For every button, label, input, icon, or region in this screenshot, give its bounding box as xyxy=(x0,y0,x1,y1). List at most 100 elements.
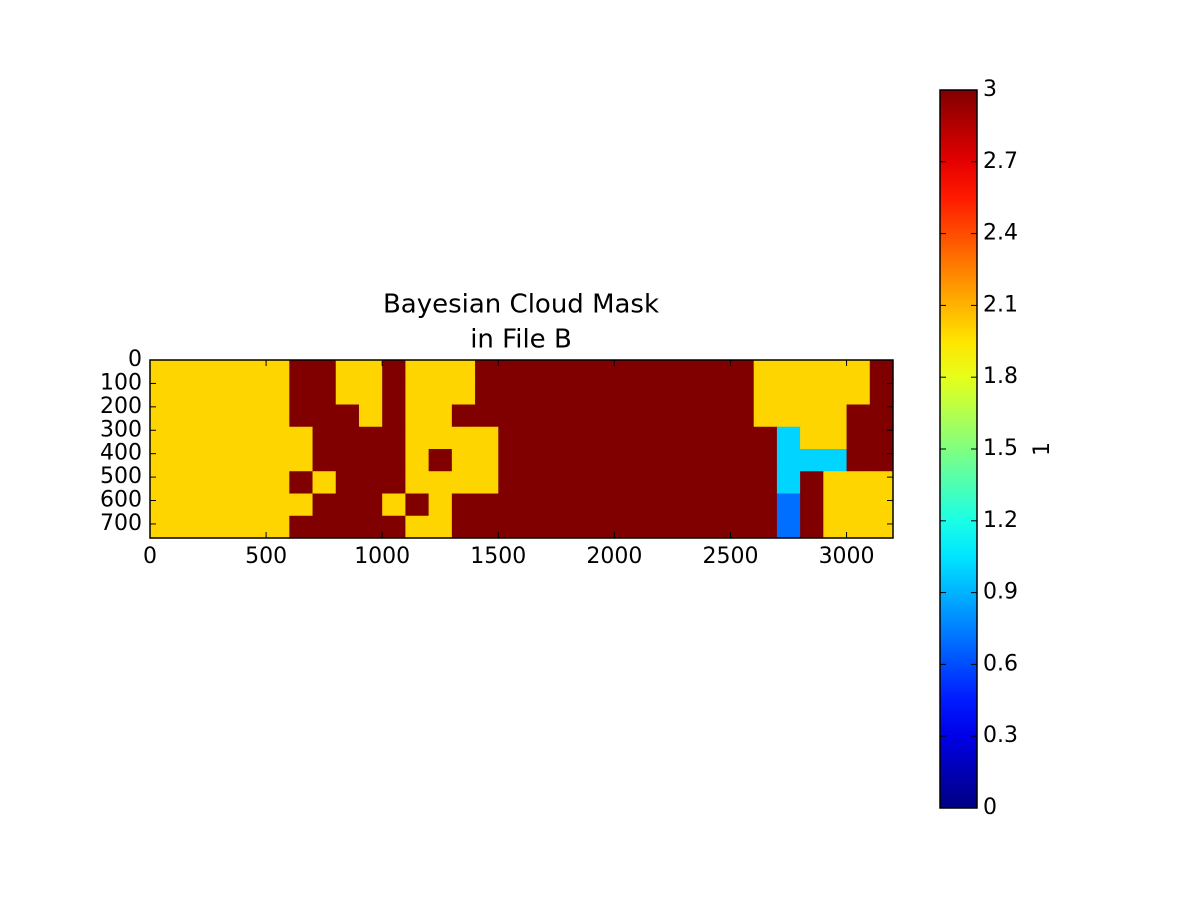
heatmap-cell xyxy=(358,449,383,472)
heatmap-cell xyxy=(753,382,778,405)
heatmap-cell xyxy=(451,493,476,517)
heatmap-cell xyxy=(219,515,244,539)
heatmap-cell xyxy=(869,426,894,450)
y-tick-label: 700 xyxy=(100,511,142,536)
heatmap-cell xyxy=(660,426,685,450)
heatmap-cell xyxy=(730,426,755,450)
y-tick-label: 300 xyxy=(100,417,142,442)
heatmap-cell xyxy=(567,426,592,450)
heatmap-cell xyxy=(684,426,708,450)
colorbar-tick-label: 3 xyxy=(983,77,997,102)
heatmap-cell xyxy=(266,449,290,472)
colorbar-tick-label: 2.1 xyxy=(983,292,1018,317)
heatmap-cell xyxy=(428,426,453,450)
heatmap-cell xyxy=(289,515,314,539)
heatmap-cell xyxy=(358,471,383,494)
heatmap-cell xyxy=(219,471,244,494)
heatmap-cell xyxy=(614,449,639,472)
heatmap-cell xyxy=(289,471,314,494)
heatmap-cell xyxy=(498,515,522,539)
heatmap-cell xyxy=(498,426,522,450)
heatmap-cell xyxy=(196,471,221,494)
heatmap-cell xyxy=(405,404,430,428)
heatmap-cell xyxy=(567,404,592,428)
heatmap-cell xyxy=(312,426,337,450)
heatmap-cell xyxy=(753,360,778,383)
heatmap-cell xyxy=(521,404,546,428)
heatmap-cell xyxy=(869,360,894,383)
heatmap-cell xyxy=(150,515,174,539)
x-tick-label: 0 xyxy=(143,544,157,569)
heatmap-cell xyxy=(800,382,824,405)
heatmap-cell xyxy=(614,404,639,428)
heatmap-cell xyxy=(544,426,569,450)
heatmap-cell xyxy=(382,426,406,450)
heatmap-cell xyxy=(753,426,778,450)
heatmap-cell xyxy=(753,515,778,539)
heatmap-cell xyxy=(266,493,290,517)
heatmap-cell xyxy=(730,449,755,472)
heatmap-cell xyxy=(846,471,871,494)
heatmap-cell xyxy=(475,360,499,383)
heatmap-cell xyxy=(753,449,778,472)
heatmap-cell xyxy=(753,404,778,428)
heatmap-cell xyxy=(289,382,314,405)
heatmap-cell xyxy=(289,449,314,472)
heatmap-cell xyxy=(544,515,569,539)
heatmap-cell xyxy=(591,426,615,450)
heatmap-cell xyxy=(289,360,314,383)
x-tick-label: 2000 xyxy=(586,544,642,569)
heatmap-cell xyxy=(846,426,871,450)
heatmap-cell xyxy=(869,515,894,539)
heatmap-cell xyxy=(591,493,615,517)
heatmap-cell xyxy=(335,404,360,428)
heatmap-cell xyxy=(800,426,824,450)
heatmap-cell xyxy=(150,382,174,405)
heatmap-cell xyxy=(637,360,662,383)
heatmap-cell xyxy=(219,426,244,450)
heatmap-cell xyxy=(637,382,662,405)
heatmap-cell xyxy=(219,493,244,517)
heatmap-cell xyxy=(498,382,522,405)
heatmap-cell xyxy=(614,471,639,494)
heatmap-cell xyxy=(776,382,801,405)
heatmap-cell xyxy=(521,360,546,383)
chart-title: in File B xyxy=(470,325,572,355)
heatmap-cell xyxy=(707,404,731,428)
heatmap-cell xyxy=(382,360,406,383)
heatmap-cell xyxy=(405,426,430,450)
heatmap-cell xyxy=(776,360,801,383)
colorbar-tick-label: 0.6 xyxy=(983,651,1018,676)
heatmap-cell xyxy=(312,360,337,383)
plot-frame xyxy=(149,359,894,539)
heatmap-cell xyxy=(405,471,430,494)
heatmap-cell xyxy=(567,382,592,405)
colorbar-tick-label: 0.9 xyxy=(983,580,1018,605)
heatmap-cell xyxy=(428,404,453,428)
heatmap-cell xyxy=(428,449,453,472)
heatmap-cell xyxy=(358,382,383,405)
heatmap-cell xyxy=(196,426,221,450)
colorbar-label: 1 xyxy=(1030,442,1055,456)
heatmap-cell xyxy=(800,449,824,472)
y-tick-label: 0 xyxy=(128,347,142,372)
x-tick-label: 3000 xyxy=(819,544,875,569)
heatmap-cell xyxy=(800,360,824,383)
heatmap-cell xyxy=(614,515,639,539)
heatmap-cell xyxy=(684,382,708,405)
heatmap-cell xyxy=(567,493,592,517)
heatmap-cell xyxy=(846,404,871,428)
heatmap-cell xyxy=(335,382,360,405)
heatmap-cell xyxy=(173,404,197,428)
heatmap-cell xyxy=(544,404,569,428)
heatmap-cell xyxy=(173,382,197,405)
heatmap-cell xyxy=(730,382,755,405)
heatmap-cell xyxy=(567,360,592,383)
heatmap-cell xyxy=(150,404,174,428)
heatmap-cell xyxy=(150,493,174,517)
heatmap-cell xyxy=(196,360,221,383)
heatmap-cell xyxy=(800,471,824,494)
heatmap-cell xyxy=(289,426,314,450)
heatmap-cell xyxy=(591,382,615,405)
